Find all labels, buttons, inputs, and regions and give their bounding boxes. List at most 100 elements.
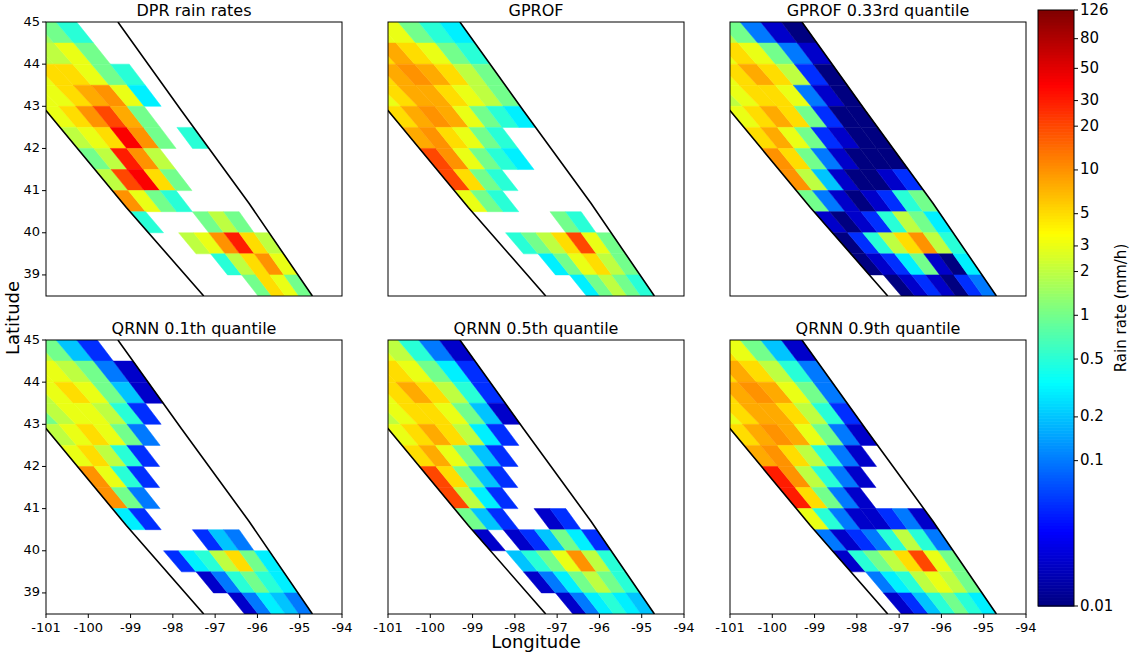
x-tick-label: -97 [205, 620, 226, 635]
x-tick [130, 614, 131, 618]
y-tick-label: 41 [23, 182, 40, 197]
x-tick-label: -98 [162, 620, 183, 635]
colorbar-tick-label: 80 [1080, 29, 1099, 47]
plot-area [730, 340, 996, 614]
rain-cell [472, 530, 506, 551]
y-tick-label: 44 [23, 374, 40, 389]
x-tick-label: -101 [31, 620, 61, 635]
rain-cell [128, 509, 161, 530]
colorbar-tick-label: 0.01 [1080, 597, 1113, 615]
y-tick-label: 43 [23, 98, 40, 113]
colorbar-tick-label: 2 [1080, 262, 1090, 280]
colorbar-tick [1074, 10, 1078, 11]
swath-edge [388, 340, 546, 614]
rain-cell [844, 466, 876, 487]
y-tick-label: 41 [23, 500, 40, 515]
rain-cell [844, 445, 876, 466]
x-tick-label: -94 [673, 620, 694, 635]
rain-cell [596, 551, 626, 572]
x-tick [342, 614, 343, 618]
colorbar-tick [1074, 606, 1078, 607]
colorbar-tick-label: 3 [1080, 236, 1090, 254]
rain-cell [566, 212, 597, 233]
rain-cell [127, 106, 160, 127]
colorbar-tick [1074, 100, 1078, 101]
plot-area [46, 340, 312, 614]
colorbar-tick [1074, 416, 1078, 417]
swath-edge [118, 22, 313, 296]
rain-cell [829, 85, 862, 106]
colorbar-tick [1074, 460, 1078, 461]
x-tick [899, 614, 900, 618]
frame [730, 340, 1026, 614]
rain-cell [968, 275, 997, 296]
x-tick-label: -95 [631, 620, 652, 635]
rain-cell [56, 22, 93, 43]
frame [388, 22, 684, 296]
x-tick-label: -96 [247, 620, 268, 635]
rain-cell [550, 509, 581, 530]
rain-cell [908, 509, 939, 530]
y-tick [42, 592, 46, 593]
colorbar-tick [1074, 38, 1078, 39]
rain-cell [596, 233, 626, 254]
rain-cell [224, 530, 255, 551]
rain-cell [877, 148, 909, 169]
x-tick [472, 614, 473, 618]
rain-cell [626, 275, 655, 296]
x-tick [172, 614, 173, 618]
x-tick-label: -99 [804, 620, 825, 635]
y-tick [42, 274, 46, 275]
x-tick [388, 614, 389, 618]
panel-title: QRNN 0.9th quantile [796, 319, 961, 338]
colorbar-tick [1074, 315, 1078, 316]
rain-cell [74, 43, 111, 64]
x-tick [772, 614, 773, 618]
rain-cell [486, 191, 519, 212]
y-tick-label: 44 [23, 56, 40, 71]
x-tick-label: -99 [462, 620, 483, 635]
colorbar-frame [1038, 10, 1074, 606]
colorbar-tick-label: 1 [1080, 306, 1090, 324]
y-tick [42, 64, 46, 65]
rain-cell [254, 551, 284, 572]
colorbar-tick-label: 30 [1080, 91, 1099, 109]
colorbar-label: Rain rate (mm/h) [1112, 244, 1130, 372]
rain-cell [485, 170, 518, 191]
rain-cell [130, 212, 164, 233]
panel-title: GPROF [509, 1, 564, 20]
x-tick [1026, 614, 1027, 618]
rain-cell [487, 403, 520, 424]
rain-cell [844, 488, 876, 509]
panel-title: GPROF 0.33rd quantile [787, 1, 969, 20]
x-tick [856, 614, 857, 618]
plot-area [388, 340, 654, 614]
swath-edge [118, 340, 313, 614]
frame [730, 22, 1026, 296]
rain-cell [486, 509, 519, 530]
x-tick [257, 614, 258, 618]
swath-edge [46, 340, 204, 614]
rain-cell [471, 64, 505, 85]
x-tick [46, 614, 47, 618]
y-tick [42, 232, 46, 233]
colorbar-tick-label: 0.1 [1080, 451, 1104, 469]
rain-cell [113, 361, 148, 382]
panel: GPROF [295, 1, 684, 296]
x-tick-label: -94 [1015, 620, 1036, 635]
colorbar-tick [1074, 169, 1078, 170]
rain-cell [129, 382, 163, 403]
x-tick-label: -95 [973, 620, 994, 635]
y-tick-label: 45 [23, 14, 40, 29]
panel: QRNN 0.5th quantile-101-100-99-98-97-96-… [295, 319, 695, 635]
rain-cell [626, 593, 655, 614]
rain-cell [127, 466, 160, 487]
rain-cell [485, 488, 518, 509]
swath-edge [46, 22, 204, 296]
y-tick-label: 40 [23, 542, 40, 557]
rain-cell [269, 572, 298, 593]
y-tick-label: 42 [23, 140, 40, 155]
rain-cell [439, 22, 475, 43]
rain-cell [284, 275, 313, 296]
colorbar-tick-label: 126 [1080, 1, 1109, 19]
